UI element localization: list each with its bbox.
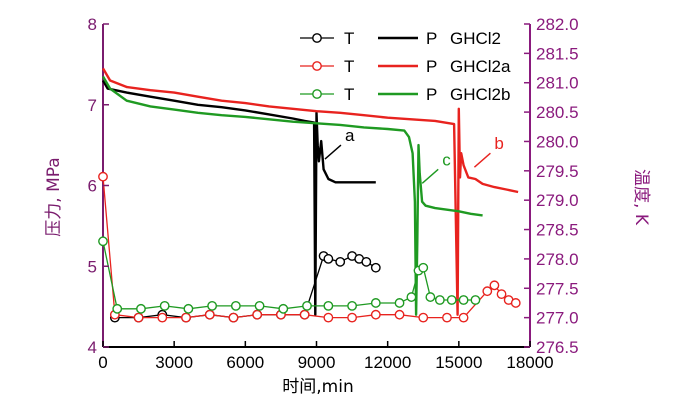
temperature-line-ghcl2 [114,255,377,319]
temperature-point-ghcl2b [370,298,381,308]
y-right-tick-label: 281.0 [536,74,579,93]
y-right-tick-label: 277.0 [536,309,579,328]
annotations: a c b [324,126,504,184]
temperature-point-ghcl2b [207,300,218,311]
temperature-point-ghcl2b [434,295,445,305]
x-tick-label: 6000 [226,353,264,372]
annotation-leader-a [324,144,342,160]
temperature-point-ghcl2 [370,262,381,273]
y-right-tick-label: 281.5 [536,44,579,63]
legend-t-marker-ghcl2a [312,61,322,71]
temperature-point-ghcl2a [347,312,357,323]
legend-t-marker-ghcl2 [312,33,322,43]
y-left-tick-label: 8 [88,15,97,34]
legend-t-label: T [344,29,354,48]
temperature-point-ghcl2a [442,312,452,323]
temperature-point-ghcl2b [446,295,457,305]
temperature-point-ghcl2b [98,236,108,247]
pressure-line-ghcl2 [101,79,376,316]
temperature-point-ghcl2 [335,256,346,267]
temperature-point-ghcl2a [370,309,381,320]
x-axis-title: 时间,min [282,377,353,397]
x-tick-label: 3000 [155,353,193,372]
legend-series-name: GHCl2a [450,57,511,76]
temperature-point-ghcl2b [418,262,429,273]
y-right-tick-label: 278.5 [536,221,579,240]
annotation-leader-b [473,152,491,168]
temperature-point-ghcl2b [458,295,469,305]
annotation-leader-c [421,168,439,184]
y-right-tick-label: 279.5 [536,162,579,181]
right-axis-title: 温度, K [631,169,651,226]
temperature-point-ghcl2a [394,309,405,320]
temperature-point-ghcl2a [228,312,239,323]
y-left-tick-label: 6 [88,177,97,196]
x-tick-label: 18000 [506,353,553,372]
y-right-tick-label: 276.5 [536,338,579,357]
temperature-point-ghcl2a [133,312,144,323]
y-right-tick-label: 280.0 [536,132,579,151]
legend-p-label: P [426,29,437,48]
temperature-point-ghcl2b [347,300,357,311]
legend-t-label: T [344,57,354,76]
y-right-tick-label: 279.0 [536,191,579,210]
y-right-tick-label: 278.0 [536,250,579,269]
temperature-point-ghcl2b [406,292,417,302]
y-left-tick-label: 5 [88,257,97,276]
annotation-label-a: a [345,126,355,145]
temperature-point-ghcl2a [204,309,215,320]
temperature-point-ghcl2a [181,312,191,323]
temperature-point-ghcl2 [323,254,334,264]
temperature-point-ghcl2b [136,303,146,314]
temperature-point-ghcl2b [302,300,312,311]
temperature-point-ghcl2b [230,300,241,311]
temperature-point-ghcl2a [98,171,108,182]
legend-t-label: T [344,85,354,104]
temperature-point-ghcl2b [278,303,289,314]
temperature-point-ghcl2b [159,300,170,311]
temperature-point-ghcl2a [458,312,469,323]
annotation-label-b: b [494,134,503,153]
pressure-line-ghcl2a [101,67,519,316]
left-axis-title: 压力, MPa [44,157,64,236]
temperature-line-ghcl2b [102,241,476,310]
temperature-point-ghcl2a [252,309,263,320]
temperature-point-ghcl2b [394,298,405,308]
x-tick-label: 12000 [364,353,411,372]
temperature-point-ghcl2a [418,312,429,323]
x-tick-label: 0 [98,353,107,372]
temperature-point-ghcl2a [496,289,507,300]
temperature-point-ghcl2a [482,286,493,297]
y-left-tick-label: 7 [88,96,97,115]
temperature-point-ghcl2a [510,298,521,308]
temperature-point-ghcl2 [361,256,372,267]
y-left-tick-label: 4 [88,338,97,357]
temperature-point-ghcl2a [323,312,334,323]
y-right-tick-label: 280.5 [536,103,579,122]
y-right-tick-label: 277.5 [536,279,579,298]
legend: T P GHCl2 T P GHCl2a T P GHCl2b [300,29,511,104]
temperature-point-ghcl2b [425,292,436,302]
temperature-point-ghcl2a [299,309,310,320]
pressure-line-ghcl2b [101,75,483,316]
legend-p-label: P [426,85,437,104]
x-tick-label: 15000 [435,353,482,372]
x-tick-label: 9000 [298,353,336,372]
temperature-point-ghcl2b [254,300,265,311]
legend-series-name: GHCl2 [450,29,501,48]
temperature-point-ghcl2b [470,295,481,305]
temperature-point-ghcl2b [183,303,194,314]
legend-t-marker-ghcl2b [312,89,322,99]
y-right-tick-label: 282.0 [536,15,579,34]
temperature-point-ghcl2a [489,280,500,291]
temperature-point-ghcl2a [157,312,168,323]
temperature-point-ghcl2b [112,303,123,314]
ticks-layer: 0 3000 6000 9000 12000 15000 18000 4 5 6 7 8 276.5 27… [88,15,579,372]
legend-p-label: P [426,57,437,76]
temperature-point-ghcl2b [323,300,334,311]
legend-series-name: GHCl2b [450,85,510,104]
series-layer [98,67,521,323]
annotation-label-c: c [442,150,451,169]
